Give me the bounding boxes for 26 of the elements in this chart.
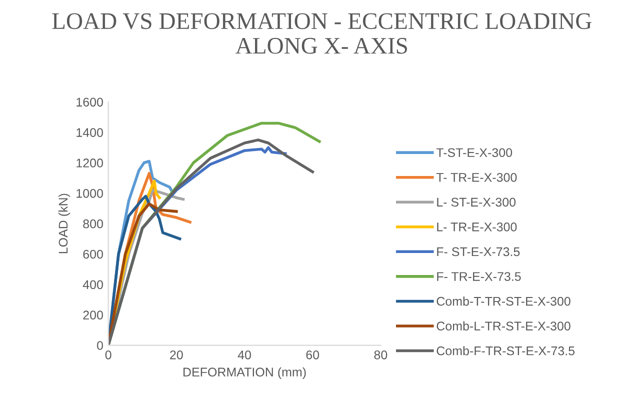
x-tick-label: 40 bbox=[238, 350, 251, 360]
y-tick-label: 400 bbox=[82, 280, 103, 290]
legend-label: L- TR-E-X-300 bbox=[437, 222, 517, 232]
y-tick-label: 0 bbox=[97, 341, 103, 350]
x-tick-label: 20 bbox=[170, 350, 183, 360]
y-tick-label: 1000 bbox=[76, 188, 103, 198]
x-tick-label: 60 bbox=[306, 350, 320, 360]
legend-label: Comb-T-TR-ST-E-X-300 bbox=[436, 296, 570, 306]
legend-label: F- TR-E-X-73.5 bbox=[437, 272, 521, 281]
x-axis-title: DEFORMATION (mm) bbox=[184, 367, 306, 379]
legend-label: Comb-F-TR-ST-E-X-73.5 bbox=[436, 346, 575, 356]
legend-label: T- TR-E-X-300 bbox=[436, 172, 517, 182]
y-tick-label: 1200 bbox=[76, 158, 103, 168]
x-tick-label: 80 bbox=[374, 350, 388, 360]
legend-label: F- ST-E-X-73.5 bbox=[437, 247, 520, 256]
y-axis-title: LOAD (kN) bbox=[58, 194, 70, 254]
y-tick-label: 200 bbox=[83, 310, 103, 320]
y-tick-label: 800 bbox=[83, 219, 103, 228]
y-tick-label: 1400 bbox=[76, 128, 103, 137]
y-tick-label: 1600 bbox=[76, 98, 103, 107]
legend-label: T-ST-E-X-300 bbox=[436, 148, 512, 158]
chart-title: LOAD VS DEFORMATION - ECCENTRIC LOADING ALONG X- AXIS bbox=[52, 13, 592, 54]
y-tick-label: 600 bbox=[83, 250, 103, 259]
x-tick-label: 0 bbox=[105, 350, 112, 360]
legend-label: L- ST-E-X-300 bbox=[437, 198, 516, 207]
legend-label: Comb-L-TR-ST-E-X-300 bbox=[436, 321, 570, 330]
